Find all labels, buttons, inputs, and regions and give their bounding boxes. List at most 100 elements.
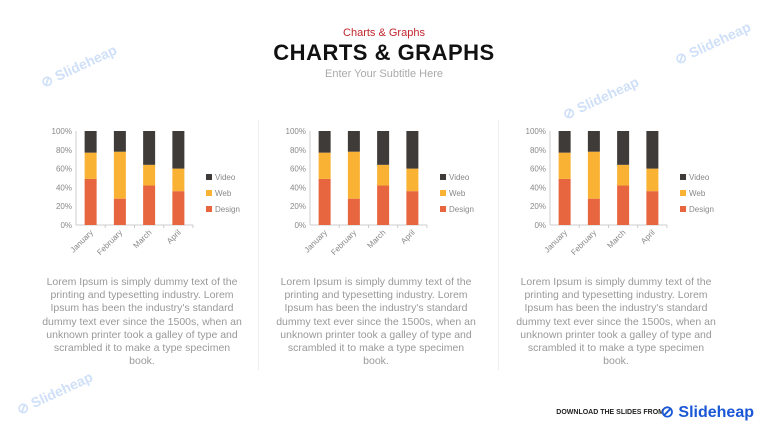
x-tick-label: February xyxy=(329,228,358,257)
y-tick-label: 40% xyxy=(56,183,72,192)
x-tick-label: April xyxy=(165,228,183,246)
bar-web xyxy=(318,152,331,179)
x-tick-label: February xyxy=(569,228,598,257)
description: Lorem Ipsum is simply dummy text of the … xyxy=(42,276,242,368)
bar-design xyxy=(318,178,331,225)
bar-web xyxy=(113,151,126,199)
legend-swatch-design xyxy=(440,206,446,212)
chart-panel-1: 0% 20% 40% 60% 80% 100% January February March Ap… xyxy=(30,120,270,370)
legend-label: Design xyxy=(689,205,714,214)
x-tick-label: January xyxy=(303,228,329,254)
legend-swatch-design xyxy=(680,206,686,212)
bar-design xyxy=(84,178,97,225)
legend-swatch-web xyxy=(680,190,686,196)
watermark-logo: ⊘ Slideheap xyxy=(14,368,96,418)
bar-video xyxy=(84,131,97,153)
y-tick-label: 20% xyxy=(530,202,546,211)
kicker: Charts & Graphs xyxy=(343,27,425,39)
bar-web xyxy=(558,152,571,179)
y-tick-label: 80% xyxy=(56,146,72,155)
footer-text: DOWNLOAD THE SLIDES FROM xyxy=(556,409,664,416)
legend-swatch-web xyxy=(440,190,446,196)
bar-web xyxy=(587,151,600,199)
stacked-bar-chart-1: 0% 20% 40% 60% 80% 100% January February March Ap… xyxy=(52,127,240,257)
y-tick-label: 40% xyxy=(290,183,306,192)
bar-video xyxy=(587,131,600,152)
x-tick-label: March xyxy=(131,228,153,250)
bar-design xyxy=(143,185,156,225)
page-subtitle: Enter Your Subtitle Here xyxy=(324,68,444,80)
bar-video xyxy=(143,131,156,165)
bar-design xyxy=(113,198,126,225)
y-tick-label: 60% xyxy=(290,165,306,174)
bar-web xyxy=(172,168,185,192)
legend-swatch-video xyxy=(680,174,686,180)
legend-label: Video xyxy=(449,173,470,182)
legend-label: Web xyxy=(215,189,232,198)
y-tick-label: 60% xyxy=(530,165,546,174)
y-tick-label: 80% xyxy=(530,146,546,155)
bar-video xyxy=(113,131,126,152)
y-tick-label: 100% xyxy=(526,127,546,136)
legend-swatch-video xyxy=(206,174,212,180)
bar-design xyxy=(406,191,419,225)
bar-video xyxy=(646,131,659,169)
divider xyxy=(258,120,259,370)
x-tick-label: January xyxy=(69,228,95,254)
bar-video xyxy=(558,131,571,153)
x-tick-label: March xyxy=(605,228,627,250)
y-tick-label: 0% xyxy=(60,221,72,230)
y-tick-label: 40% xyxy=(530,183,546,192)
x-tick-label: April xyxy=(639,228,657,246)
bar-web xyxy=(84,152,97,179)
x-tick-label: April xyxy=(399,228,417,246)
watermark-logo: ⊘ Slideheap xyxy=(560,73,642,123)
watermark-logo: ⊘ Slideheap xyxy=(672,18,754,68)
page-title: CHARTS & GRAPHS xyxy=(273,40,495,65)
watermark-logo: ⊘ Slideheap xyxy=(38,41,120,91)
chart-panel-2: 0% 20% 40% 60% 80% 100% January February March Ap… xyxy=(264,120,504,370)
y-tick-label: 0% xyxy=(294,221,306,230)
bar-design xyxy=(587,198,600,225)
bar-design xyxy=(617,185,630,225)
bar-web xyxy=(377,164,390,186)
y-tick-label: 60% xyxy=(56,165,72,174)
bar-video xyxy=(172,131,185,169)
description: Lorem Ipsum is simply dummy text of the … xyxy=(276,276,476,368)
bar-video xyxy=(406,131,419,169)
divider xyxy=(498,120,499,370)
legend-label: Design xyxy=(449,205,474,214)
bar-web xyxy=(406,168,419,192)
x-tick-label: January xyxy=(543,228,569,254)
bar-web xyxy=(143,164,156,186)
legend-label: Video xyxy=(215,173,236,182)
legend-label: Video xyxy=(689,173,710,182)
legend-label: Design xyxy=(215,205,240,214)
x-tick-label: February xyxy=(95,228,124,257)
bar-video xyxy=(318,131,331,153)
x-tick-label: March xyxy=(365,228,387,250)
legend-label: Web xyxy=(449,189,466,198)
legend-label: Web xyxy=(689,189,706,198)
legend-swatch-design xyxy=(206,206,212,212)
bar-design xyxy=(377,185,390,225)
y-tick-label: 100% xyxy=(52,127,72,136)
y-tick-label: 20% xyxy=(290,202,306,211)
bar-video xyxy=(617,131,630,165)
y-tick-label: 0% xyxy=(534,221,546,230)
footer-logo[interactable]: ⊘ Slideheap xyxy=(660,404,754,421)
bar-design xyxy=(646,191,659,225)
y-tick-label: 80% xyxy=(290,146,306,155)
legend-swatch-video xyxy=(440,174,446,180)
bar-design xyxy=(558,178,571,225)
stacked-bar-chart-3: 0% 20% 40% 60% 80% 100% January February March Ap… xyxy=(526,127,714,257)
y-tick-label: 20% xyxy=(56,202,72,211)
y-tick-label: 100% xyxy=(286,127,306,136)
bar-web xyxy=(646,168,659,192)
bar-web xyxy=(617,164,630,186)
description: Lorem Ipsum is simply dummy text of the … xyxy=(516,276,716,368)
stacked-bar-chart-2: 0% 20% 40% 60% 80% 100% January February March Ap… xyxy=(286,127,474,257)
bar-video xyxy=(347,131,360,152)
bar-design xyxy=(172,191,185,225)
chart-panel-3: 0% 20% 40% 60% 80% 100% January February March Ap… xyxy=(504,120,744,370)
